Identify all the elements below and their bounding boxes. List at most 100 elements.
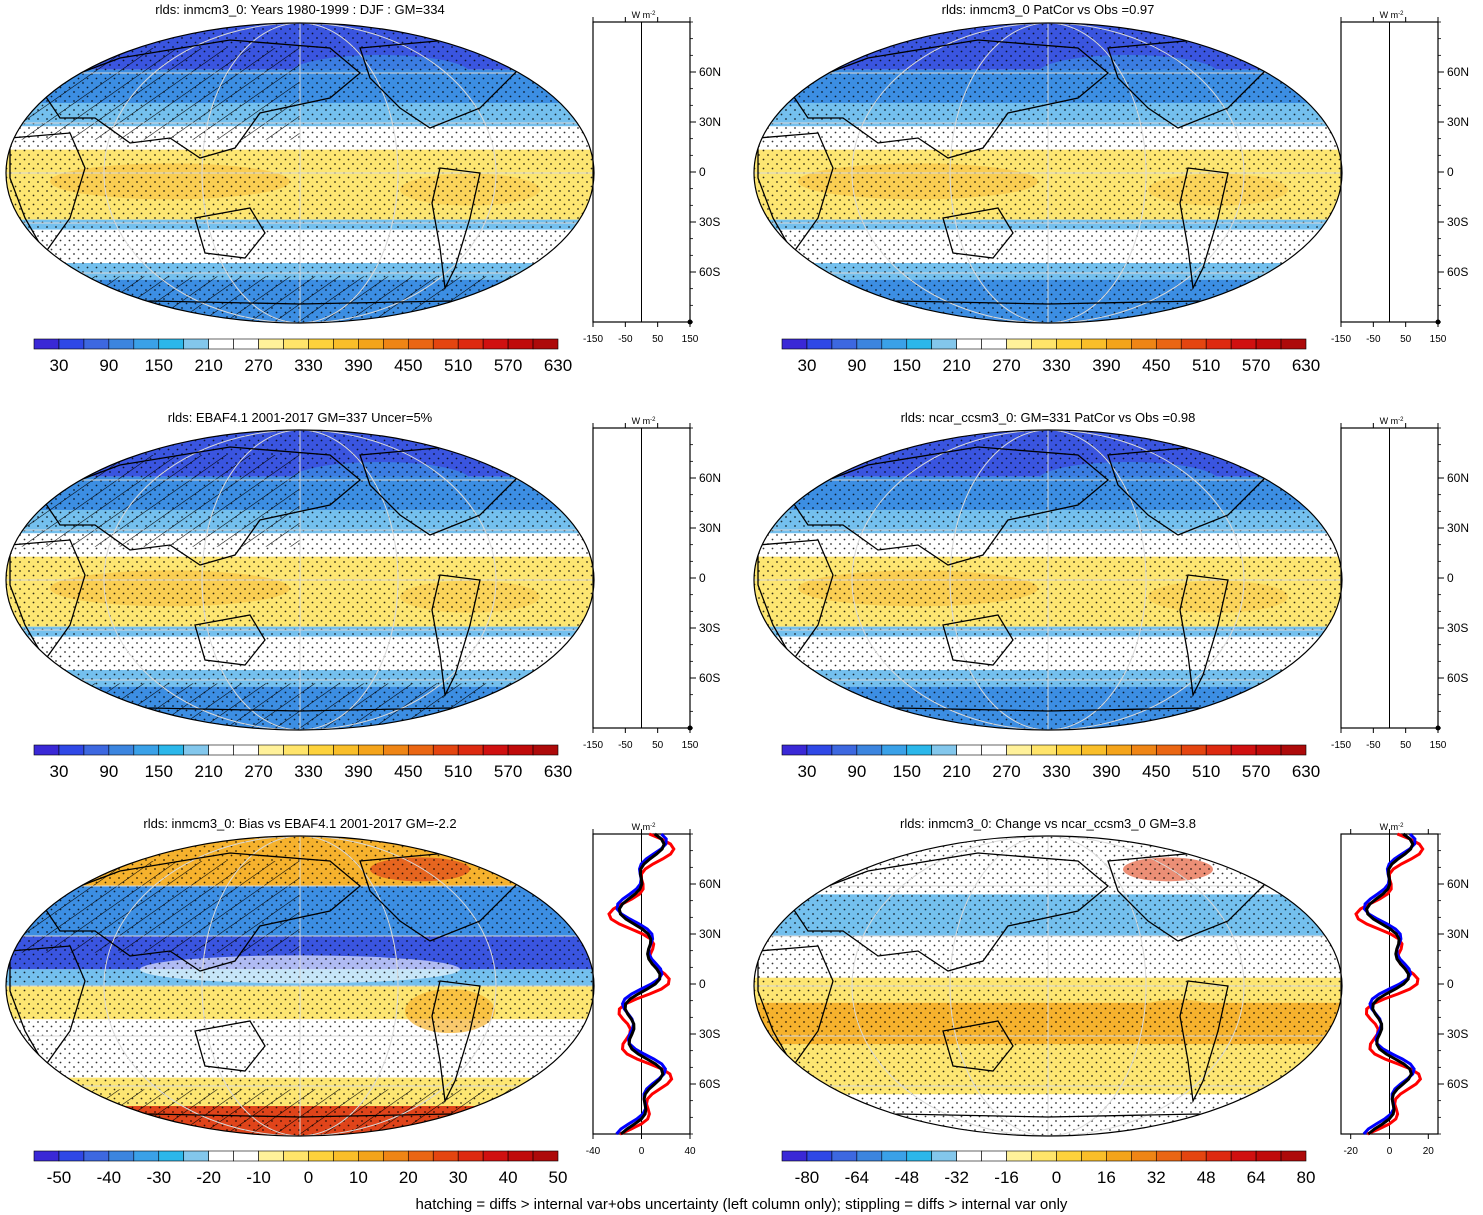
colorbar-swatch: [1131, 338, 1157, 350]
continent-4: [431, 980, 481, 1104]
colorbar-swatch: [482, 338, 509, 350]
colorbar-swatch: [308, 1150, 334, 1162]
zonal-plot-p4: W m-2 60N 30N 0 30S 60S -150 -50 50 150: [1331, 416, 1469, 751]
graticule: [754, 430, 1342, 730]
map-panel-p6: [753, 835, 1343, 1137]
zonal-units: W m-2: [1380, 10, 1404, 20]
colorbar-swatch: [383, 338, 409, 350]
lat-label-60S: 60S: [699, 671, 720, 685]
colorbar-swatch: [1180, 744, 1207, 756]
colorbar-swatch: [183, 1150, 209, 1162]
panel-title-p3: rlds: EBAF4.1 2001-2017 GM=337 Uncer=5%: [167, 410, 433, 425]
colorbar-swatch: [831, 338, 858, 350]
zonal-marker: [1435, 319, 1441, 325]
panel-title-p6: rlds: inmcm3_0: Change vs ncar_ccsm3_0 G…: [900, 816, 1196, 831]
colorbar-label-210: 210: [194, 356, 222, 375]
colorbar-swatch: [208, 1150, 234, 1162]
colorbar-swatch: [258, 1150, 284, 1162]
colorbar-swatch: [133, 744, 160, 756]
lat-label-60S: 60S: [1447, 265, 1468, 279]
colorbar-swatch: [333, 1150, 359, 1162]
colorbar-label--30: -30: [146, 1168, 171, 1187]
colorbar-label--16: -16: [994, 1168, 1019, 1187]
zonal-marker: [687, 725, 693, 731]
colorbar-p3: 30 90 150 210 270 330 390 450 510 570 630: [33, 744, 572, 781]
colorbar-label--40: -40: [97, 1168, 122, 1187]
colorbar-swatch: [931, 1150, 957, 1162]
colorbar-swatch: [308, 744, 334, 756]
xtick--150: -150: [1331, 740, 1351, 751]
colorbar-swatch: [358, 1150, 384, 1162]
colorbar-label--80: -80: [795, 1168, 820, 1187]
continent-2: [942, 614, 1014, 666]
colorbar-swatch: [1230, 338, 1257, 350]
colorbar-swatch: [831, 1150, 858, 1162]
colorbar-swatch: [1081, 1150, 1107, 1162]
colorbar-label-390: 390: [344, 762, 372, 781]
panel-title-p5: rlds: inmcm3_0: Bias vs EBAF4.1 2001-201…: [143, 816, 457, 831]
colorbar-label-0: 0: [1052, 1168, 1061, 1187]
lat-label-30N: 30N: [1447, 115, 1469, 129]
colorbar-swatch: [906, 338, 933, 350]
colorbar-label-570: 570: [494, 762, 522, 781]
map-border: [5, 835, 595, 1137]
colorbar-swatch: [507, 744, 534, 756]
colorbar-p1: 30 90 150 210 270 330 390 450 510 570 630: [33, 338, 572, 375]
colorbar-label-150: 150: [145, 356, 173, 375]
lat-label-0: 0: [699, 977, 706, 991]
colorbar-swatch: [258, 338, 284, 350]
colorbar-label-30: 30: [797, 762, 816, 781]
hatching-north: [6, 48, 300, 140]
colorbar-label-390: 390: [344, 356, 372, 375]
zonal-units: W m-2: [1380, 822, 1404, 832]
colorbar-label--10: -10: [246, 1168, 271, 1187]
colorbar-p2: 30 90 150 210 270 330 390 450 510 570 630: [781, 338, 1320, 375]
colorbar-swatch: [1155, 338, 1182, 350]
lat-label-60N: 60N: [699, 65, 721, 79]
colorbar-label-570: 570: [1242, 762, 1270, 781]
colorbar-swatch: [1031, 338, 1057, 350]
lat-label-30N: 30N: [1447, 521, 1469, 535]
graticule: [754, 836, 1342, 1136]
colorbar-label-270: 270: [244, 356, 272, 375]
colorbar-label-0: 0: [304, 1168, 313, 1187]
xtick--40: -40: [586, 1146, 601, 1157]
lat-label-30N: 30N: [699, 927, 721, 941]
colorbar-swatch: [407, 744, 434, 756]
panel-title-p2: rlds: inmcm3_0 PatCor vs Obs =0.97: [941, 2, 1155, 17]
colorbar-swatch: [283, 744, 309, 756]
continent-0: [787, 446, 1110, 566]
colorbar-label-630: 630: [1292, 762, 1320, 781]
colorbar-swatch: [208, 338, 234, 350]
colorbar-label-270: 270: [992, 356, 1020, 375]
colorbar-swatch: [407, 338, 434, 350]
xtick-150: 150: [682, 740, 699, 751]
continent-4: [1179, 980, 1229, 1104]
colorbar-label-30: 30: [49, 356, 68, 375]
xtick-150: 150: [1430, 740, 1447, 751]
colorbar-swatch: [183, 338, 209, 350]
zonal-plot-p2: W m-2 60N 30N 0 30S 60S -150 -50 50 150: [1331, 10, 1469, 345]
lat-label-30S: 30S: [1447, 215, 1468, 229]
colorbar-label-510: 510: [1192, 356, 1220, 375]
xtick--50: -50: [1366, 740, 1381, 751]
colorbar-label-390: 390: [1092, 762, 1120, 781]
colorbar-label-330: 330: [1042, 356, 1070, 375]
colorbar-swatch: [1056, 744, 1082, 756]
map-border: [753, 835, 1343, 1137]
map-panel-p1: [5, 22, 595, 324]
colorbar-swatch: [781, 338, 808, 350]
lat-label-30S: 30S: [699, 621, 720, 635]
colorbar-swatch: [233, 338, 259, 350]
xtick-50: 50: [1400, 334, 1412, 345]
xtick-50: 50: [652, 740, 664, 751]
colorbar-swatch: [133, 338, 160, 350]
colorbar-label-570: 570: [1242, 356, 1270, 375]
colorbar-label-450: 450: [394, 762, 422, 781]
xtick--150: -150: [1331, 334, 1351, 345]
xtick-50: 50: [1400, 740, 1412, 751]
colorbar-swatch: [806, 1150, 833, 1162]
zonal-marker: [1435, 725, 1441, 731]
colorbar-swatch: [283, 338, 309, 350]
colorbar-label-210: 210: [942, 356, 970, 375]
